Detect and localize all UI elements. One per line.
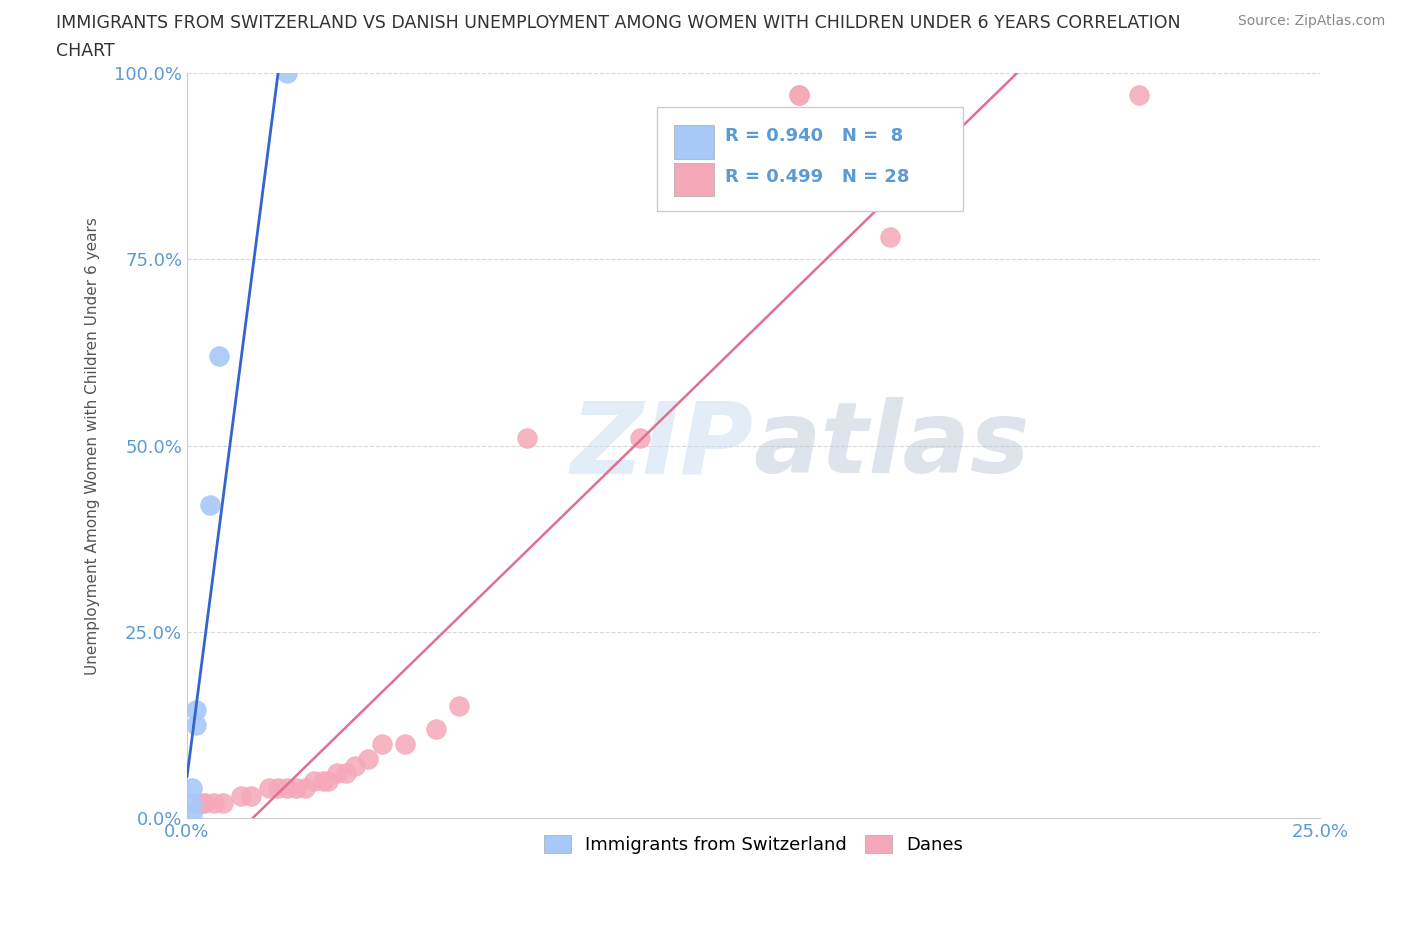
Point [231, 789, 253, 804]
Text: atlas: atlas [754, 397, 1031, 494]
Point [447, 699, 470, 714]
Point [787, 88, 810, 103]
Point [276, 66, 298, 81]
Text: Source: ZipAtlas.com: Source: ZipAtlas.com [1237, 14, 1385, 28]
Point [343, 759, 366, 774]
Text: IMMIGRANTS FROM SWITZERLAND VS DANISH UNEMPLOYMENT AMONG WOMEN WITH CHILDREN UND: IMMIGRANTS FROM SWITZERLAND VS DANISH UN… [56, 14, 1181, 32]
Bar [675, 126, 714, 159]
Point [312, 774, 335, 789]
Text: CHART: CHART [56, 42, 115, 60]
Point [787, 88, 810, 103]
Point [184, 718, 207, 733]
Point [184, 703, 207, 718]
Point [294, 781, 316, 796]
Legend: Immigrants from Switzerland, Danes: Immigrants from Switzerland, Danes [537, 828, 970, 861]
Text: R = 0.940   N =  8: R = 0.940 N = 8 [725, 127, 904, 145]
Point [302, 774, 325, 789]
Text: ZIP: ZIP [571, 397, 754, 494]
Text: R = 0.499   N = 28: R = 0.499 N = 28 [725, 168, 910, 186]
FancyBboxPatch shape [658, 107, 963, 211]
Point [208, 349, 231, 364]
Point [325, 766, 347, 781]
Point [257, 781, 280, 796]
Point [212, 796, 235, 811]
Bar [675, 163, 714, 196]
Point [194, 796, 217, 811]
Point [180, 807, 202, 822]
Point [516, 431, 538, 445]
Point [357, 751, 380, 766]
Point [198, 498, 221, 512]
Point [180, 796, 202, 811]
Point [316, 774, 339, 789]
Point [267, 781, 290, 796]
Point [276, 781, 298, 796]
Point [180, 781, 202, 796]
Point [628, 431, 651, 445]
Point [425, 722, 447, 737]
Point [190, 796, 212, 811]
Point [879, 230, 901, 245]
Point [1128, 88, 1150, 103]
Y-axis label: Unemployment Among Women with Children Under 6 years: Unemployment Among Women with Children U… [86, 217, 100, 674]
Point [239, 789, 262, 804]
Point [202, 796, 225, 811]
Point [284, 781, 307, 796]
Point [394, 737, 416, 751]
Point [371, 737, 394, 751]
Point [335, 766, 357, 781]
